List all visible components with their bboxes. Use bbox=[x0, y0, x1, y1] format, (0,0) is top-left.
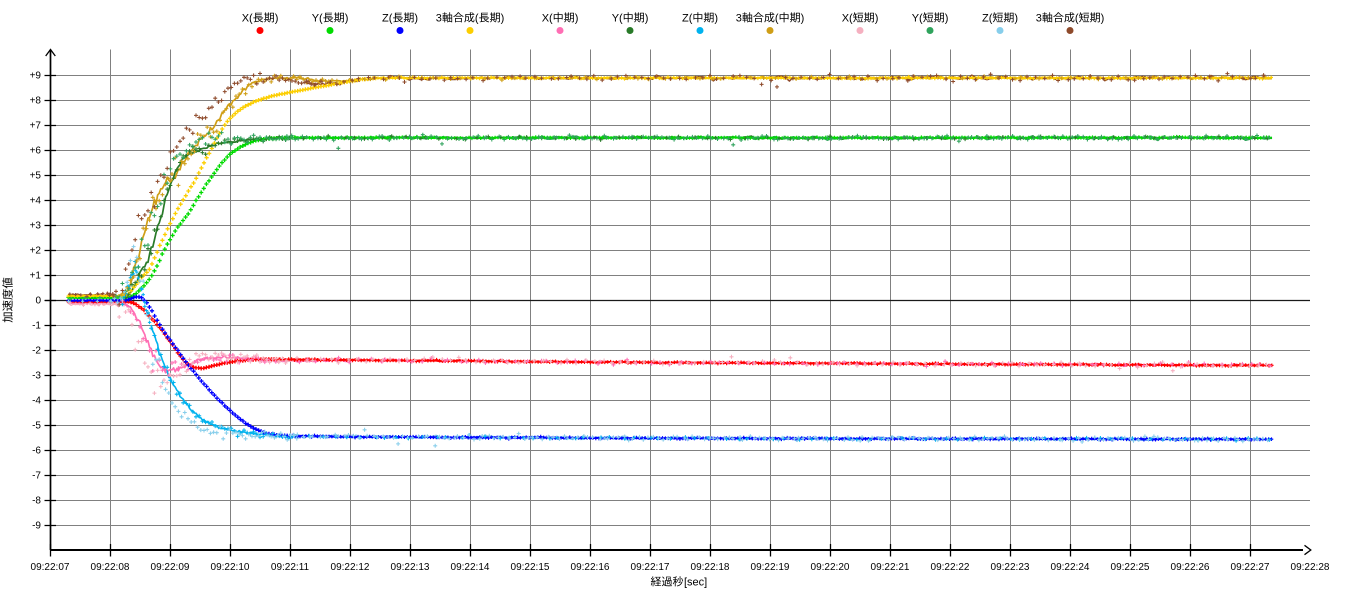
svg-text:(: ( bbox=[475, 13, 479, 25]
svg-text:Y: Y bbox=[912, 13, 920, 25]
svg-text:(: ( bbox=[1075, 13, 1079, 25]
svg-text:09:22:16: 09:22:16 bbox=[571, 562, 610, 573]
svg-text:-8: -8 bbox=[32, 496, 41, 507]
svg-text:09:22:22: 09:22:22 bbox=[931, 562, 970, 573]
svg-text:): ) bbox=[714, 13, 718, 25]
svg-text:(: ( bbox=[249, 13, 253, 25]
svg-text:3: 3 bbox=[436, 13, 442, 25]
svg-text:3: 3 bbox=[736, 13, 742, 25]
svg-text:(: ( bbox=[619, 13, 623, 25]
svg-text:+3: +3 bbox=[30, 221, 42, 232]
svg-text:09:22:10: 09:22:10 bbox=[211, 562, 250, 573]
svg-text:Z: Z bbox=[682, 13, 689, 25]
svg-text:09:22:19: 09:22:19 bbox=[751, 562, 790, 573]
svg-text:09:22:27: 09:22:27 bbox=[1231, 562, 1270, 573]
svg-text:X: X bbox=[842, 13, 850, 25]
svg-text:09:22:15: 09:22:15 bbox=[511, 562, 550, 573]
svg-text:-5: -5 bbox=[32, 421, 41, 432]
svg-text:+6: +6 bbox=[30, 146, 42, 157]
svg-text:): ) bbox=[275, 13, 279, 25]
svg-text:Z: Z bbox=[982, 13, 989, 25]
svg-text:+9: +9 bbox=[30, 71, 42, 82]
svg-text:+4: +4 bbox=[30, 196, 42, 207]
svg-text:+8: +8 bbox=[30, 96, 42, 107]
svg-text:09:22:24: 09:22:24 bbox=[1051, 562, 1090, 573]
svg-text:+7: +7 bbox=[30, 121, 42, 132]
svg-text:(: ( bbox=[989, 13, 993, 25]
svg-text:09:22:18: 09:22:18 bbox=[691, 562, 730, 573]
svg-text:X: X bbox=[542, 13, 550, 25]
svg-text:09:22:21: 09:22:21 bbox=[871, 562, 910, 573]
svg-text:-1: -1 bbox=[32, 321, 41, 332]
svg-text:09:22:14: 09:22:14 bbox=[451, 562, 490, 573]
svg-text:(: ( bbox=[389, 13, 393, 25]
svg-text:(: ( bbox=[849, 13, 853, 25]
svg-text:09:22:20: 09:22:20 bbox=[811, 562, 850, 573]
svg-text:09:22:11: 09:22:11 bbox=[271, 562, 310, 573]
svg-text:-3: -3 bbox=[32, 371, 41, 382]
svg-text:09:22:07: 09:22:07 bbox=[31, 562, 70, 573]
svg-text:[sec]: [sec] bbox=[684, 577, 707, 589]
svg-text:09:22:12: 09:22:12 bbox=[331, 562, 370, 573]
svg-text:(: ( bbox=[919, 13, 923, 25]
svg-text:(: ( bbox=[549, 13, 553, 25]
svg-text:Z: Z bbox=[382, 13, 389, 25]
svg-text:-9: -9 bbox=[32, 521, 41, 532]
svg-text:): ) bbox=[501, 13, 505, 25]
svg-text:09:22:17: 09:22:17 bbox=[631, 562, 670, 573]
svg-text:-4: -4 bbox=[32, 396, 41, 407]
svg-text:): ) bbox=[1014, 13, 1018, 25]
svg-text:09:22:26: 09:22:26 bbox=[1171, 562, 1210, 573]
svg-text:+5: +5 bbox=[30, 171, 42, 182]
svg-text:-7: -7 bbox=[32, 471, 41, 482]
svg-text:): ) bbox=[801, 13, 805, 25]
svg-text:): ) bbox=[345, 13, 349, 25]
svg-text:(: ( bbox=[689, 13, 693, 25]
svg-text:09:22:23: 09:22:23 bbox=[991, 562, 1030, 573]
svg-text:-2: -2 bbox=[32, 346, 41, 357]
svg-text:(: ( bbox=[319, 13, 323, 25]
svg-text:Y: Y bbox=[612, 13, 620, 25]
svg-text:+2: +2 bbox=[30, 246, 42, 257]
svg-text:3: 3 bbox=[1036, 13, 1042, 25]
svg-text:09:22:13: 09:22:13 bbox=[391, 562, 430, 573]
svg-text:): ) bbox=[645, 13, 649, 25]
svg-text:-6: -6 bbox=[32, 446, 41, 457]
svg-text:+1: +1 bbox=[30, 271, 42, 282]
svg-text:): ) bbox=[875, 13, 879, 25]
svg-text:09:22:25: 09:22:25 bbox=[1111, 562, 1150, 573]
svg-text:(: ( bbox=[775, 13, 779, 25]
svg-text:09:22:28: 09:22:28 bbox=[1291, 562, 1330, 573]
svg-text:): ) bbox=[945, 13, 949, 25]
svg-text:09:22:09: 09:22:09 bbox=[151, 562, 190, 573]
svg-text:X: X bbox=[242, 13, 250, 25]
svg-text:): ) bbox=[575, 13, 579, 25]
svg-text:): ) bbox=[1101, 13, 1105, 25]
svg-text:09:22:08: 09:22:08 bbox=[91, 562, 130, 573]
svg-text:Y: Y bbox=[312, 13, 320, 25]
svg-text:): ) bbox=[414, 13, 418, 25]
svg-text:0: 0 bbox=[35, 296, 41, 307]
